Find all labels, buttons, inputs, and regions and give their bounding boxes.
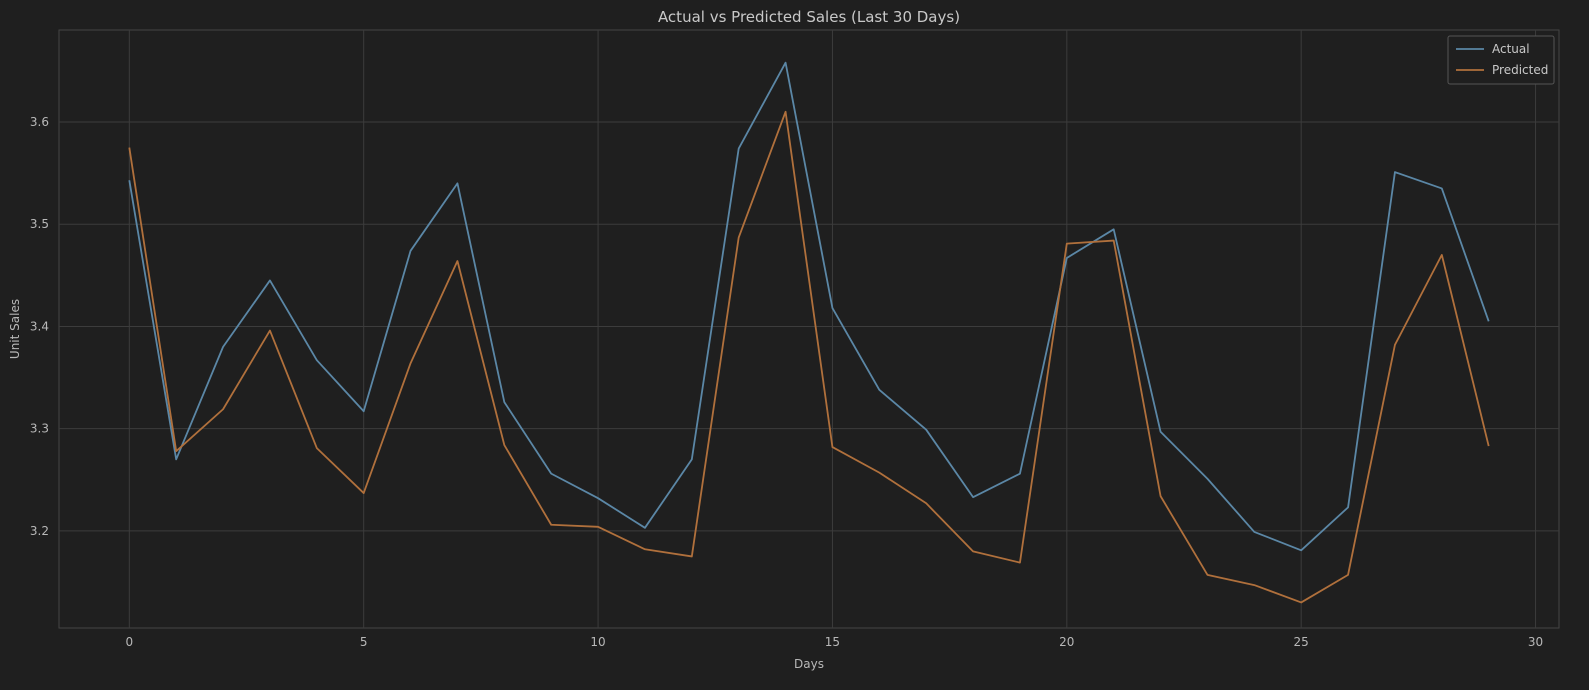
y-axis-ticks: 3.2 3.3 3.4 3.5 3.6 bbox=[30, 115, 49, 538]
legend-label: Actual bbox=[1492, 42, 1530, 56]
y-tick-label: 3.2 bbox=[30, 524, 49, 538]
x-tick-label: 20 bbox=[1059, 635, 1074, 649]
x-axis-ticks: 0 5 10 15 20 25 30 bbox=[125, 635, 1543, 649]
x-tick-label: 10 bbox=[590, 635, 605, 649]
x-axis-label: Days bbox=[794, 657, 824, 671]
legend-box bbox=[1447, 35, 1555, 85]
y-tick-label: 3.6 bbox=[30, 115, 49, 129]
legend-label: Predicted bbox=[1492, 63, 1548, 77]
y-tick-label: 3.3 bbox=[30, 422, 49, 436]
legend: Actual Predicted bbox=[1447, 35, 1555, 85]
x-tick-label: 15 bbox=[825, 635, 840, 649]
series-line-predicted bbox=[128, 110, 1490, 604]
series-lines bbox=[128, 61, 1490, 604]
y-tick-label: 3.4 bbox=[30, 319, 49, 333]
x-tick-label: 30 bbox=[1528, 635, 1543, 649]
y-tick-label: 3.5 bbox=[30, 217, 49, 231]
plot-area bbox=[58, 29, 1560, 629]
x-tick-label: 25 bbox=[1294, 635, 1309, 649]
x-tick-label: 0 bbox=[125, 635, 133, 649]
y-axis-label: Unit Sales bbox=[8, 299, 22, 359]
chart-title: Actual vs Predicted Sales (Last 30 Days) bbox=[658, 8, 960, 26]
series-line-actual bbox=[128, 61, 1490, 552]
x-tick-label: 5 bbox=[360, 635, 368, 649]
